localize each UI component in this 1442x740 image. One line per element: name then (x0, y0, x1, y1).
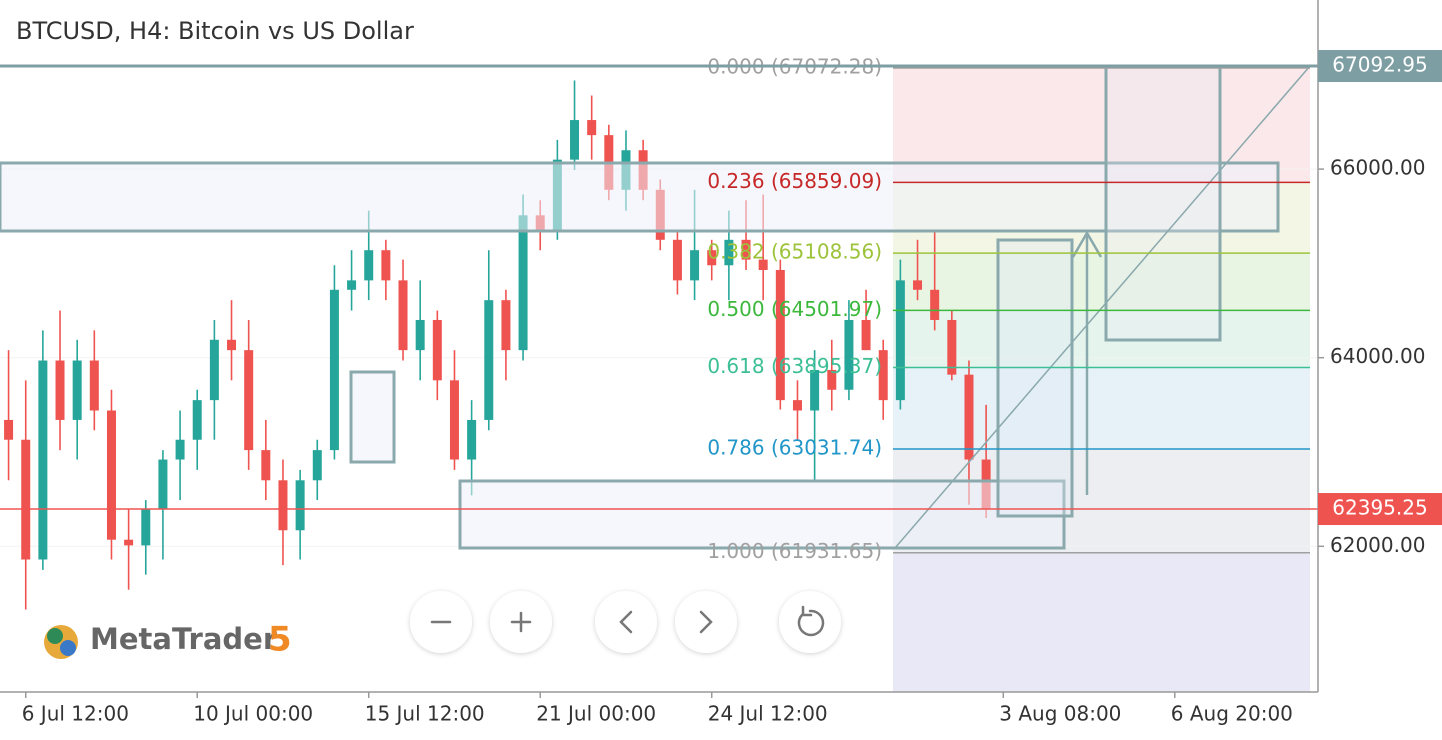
zone-rect (458, 479, 1066, 550)
price-label: 62395.25 (1332, 496, 1427, 520)
zone-rect (1104, 64, 1222, 342)
x-tick-label: 6 Jul 12:00 (22, 702, 129, 726)
candle-body (4, 419, 14, 440)
candle-body (964, 374, 974, 460)
fib-label: 1.000 (61931.65) (707, 539, 882, 563)
candle-body (209, 339, 219, 401)
candle-body (278, 480, 288, 531)
x-tick-label: 15 Jul 12:00 (365, 702, 485, 726)
candle-body (261, 450, 271, 481)
logo-icon (60, 640, 76, 656)
fib-label: 0.236 (65859.09) (707, 169, 882, 193)
candle-body (227, 339, 237, 351)
candle-body (347, 280, 357, 290)
candle-body (244, 350, 254, 451)
fib-band (893, 552, 1310, 692)
candle-body (501, 300, 511, 351)
candle-body (415, 319, 425, 351)
candle-body (38, 360, 48, 560)
scroll-left-button[interactable] (595, 591, 657, 653)
candle-body (690, 250, 700, 281)
arrow-head (1071, 230, 1103, 258)
candle-body (124, 539, 134, 546)
zoom-in-button[interactable] (490, 591, 552, 653)
zone-rect (996, 238, 1074, 518)
candle-body (398, 280, 408, 351)
candle-body (895, 280, 905, 401)
x-tick-label: 3 Aug 08:00 (999, 702, 1121, 726)
price-label-box (1318, 493, 1442, 526)
candle-body (878, 350, 888, 401)
x-tick-label: 10 Jul 00:00 (193, 702, 313, 726)
candle-body (72, 360, 82, 420)
candle-body (792, 400, 802, 411)
price-label: 67092.95 (1332, 53, 1427, 77)
candle-body (295, 480, 305, 531)
reset-button[interactable] (779, 591, 841, 653)
candle-body (175, 439, 185, 460)
zoom-out-button[interactable] (410, 591, 472, 653)
candle-body (827, 369, 837, 390)
candle-body (484, 300, 494, 420)
candle-body (570, 120, 580, 160)
candle-body (913, 280, 923, 290)
candle-body (775, 269, 785, 401)
candle-body (724, 239, 734, 266)
scroll-right-button[interactable] (675, 591, 737, 653)
candle-body (844, 319, 854, 390)
x-tick-label: 24 Jul 12:00 (708, 702, 828, 726)
y-tick-label: 62000.00 (1330, 533, 1425, 557)
candle-body (55, 360, 65, 420)
logo-name: MetaTrader (90, 622, 278, 656)
candle-body (810, 369, 820, 411)
drawings (0, 64, 1311, 550)
candle-body (758, 259, 768, 270)
watermark: MetaTrader 5 (44, 620, 292, 660)
fib-band (893, 367, 1310, 450)
candle-body (947, 319, 957, 375)
candle-body (587, 120, 597, 136)
trend-line (894, 65, 1311, 549)
price-label-box (1318, 50, 1442, 83)
candle-body (158, 459, 168, 510)
candle-body (449, 380, 459, 460)
candle-body (312, 450, 322, 481)
price-lines: 0.000 (67072.28)0.236 (65859.09)0.382 (6… (0, 54, 1318, 563)
fib-label: 0.500 (64501.97) (707, 297, 882, 321)
candle-body (741, 239, 751, 260)
candle-body (329, 289, 339, 451)
y-tick-label: 66000.00 (1330, 156, 1425, 180)
x-tick-label: 21 Jul 00:00 (536, 702, 656, 726)
y-tick-label: 64000.00 (1330, 344, 1425, 368)
x-tick-label: 6 Aug 20:00 (1171, 702, 1293, 726)
candle-body (432, 319, 442, 381)
candle-body (106, 410, 116, 540)
candle-body (89, 360, 99, 411)
zone-rect (0, 161, 1280, 233)
candle-body (930, 289, 940, 320)
fib-label: 0.382 (65108.56) (707, 240, 882, 264)
logo-icon (47, 628, 63, 644)
candle-body (707, 250, 717, 266)
zone-rect (349, 370, 396, 464)
candle-body (672, 239, 682, 281)
logo-version: 5 (268, 620, 292, 660)
candle-body (141, 509, 151, 546)
candle-body (861, 319, 871, 351)
candle-body (364, 250, 374, 281)
candle-body (467, 419, 477, 460)
fib-label: 0.786 (63031.74) (707, 436, 882, 460)
fib-label: 0.618 (63895.37) (707, 354, 882, 378)
candle-body (381, 250, 391, 281)
chart-title: BTCUSD, H4: Bitcoin vs US Dollar (16, 17, 414, 45)
controls (410, 591, 841, 653)
candle-body (21, 439, 31, 560)
candle-body (192, 400, 202, 440)
fib-band (893, 253, 1310, 311)
candle-body (518, 215, 528, 351)
